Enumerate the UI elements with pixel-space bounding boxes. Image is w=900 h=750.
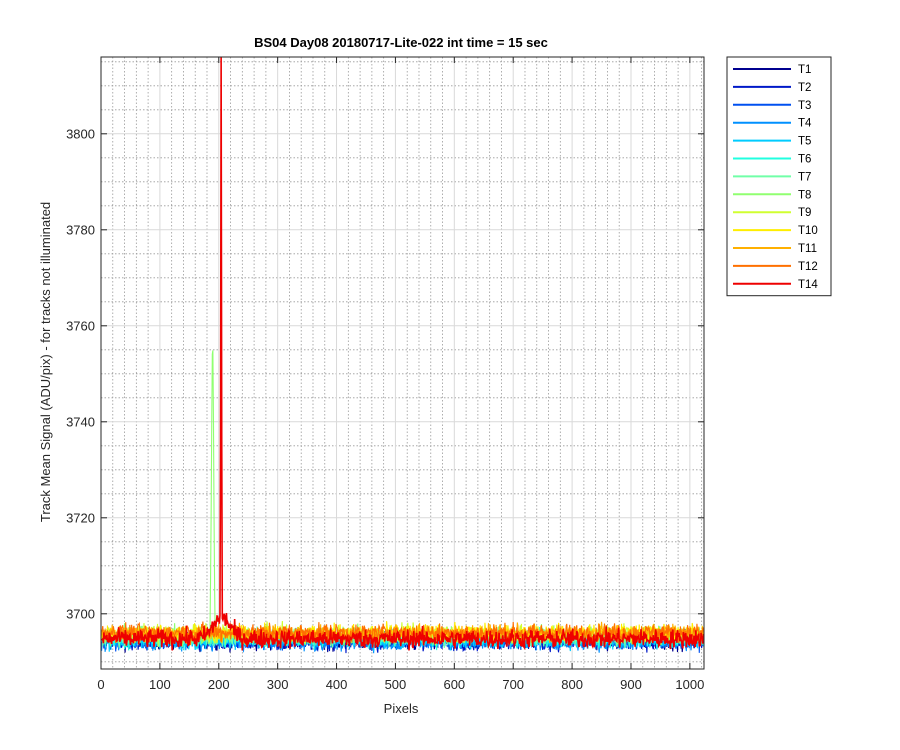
legend-label-t5: T5 (798, 136, 811, 148)
legend-label-t7: T7 (798, 171, 811, 183)
legend: T1 T2 T3 T4 T5 T6 T7 T8 T9 T10 T11 T12 T14 (726, 56, 832, 297)
legend-label-t8: T8 (798, 189, 811, 201)
series-line-t14 (101, 57, 704, 651)
series-line-t8 (101, 350, 704, 648)
x-tick-label: 300 (267, 677, 289, 692)
plot-frame (100, 56, 705, 670)
legend-label-t14: T14 (798, 279, 818, 291)
legend-label-t3: T3 (798, 100, 811, 112)
x-tick-label: 0 (97, 677, 104, 692)
legend-label-t11: T11 (798, 243, 817, 255)
y-tick-label: 3740 (66, 414, 95, 429)
legend-label-t6: T6 (798, 154, 811, 166)
x-tick-label: 800 (561, 677, 583, 692)
y-tick-label: 3720 (66, 510, 95, 525)
y-tick-label: 3700 (66, 606, 95, 621)
x-tick-label: 100 (149, 677, 171, 692)
legend-label-t9: T9 (798, 207, 811, 219)
legend-label-t12: T12 (798, 261, 818, 273)
axes (100, 56, 705, 670)
x-tick-label: 600 (443, 677, 465, 692)
legend-label-t4: T4 (798, 118, 812, 130)
grid (100, 57, 704, 669)
legend-label-t1: T1 (798, 64, 811, 76)
x-tick-label: 200 (208, 677, 230, 692)
x-axis-label: Pixels (384, 701, 419, 716)
y-tick-label: 3800 (66, 126, 95, 141)
y-axis-label: Track Mean Signal (ADU/pix) - for tracks… (38, 202, 53, 522)
legend-label-t2: T2 (798, 82, 811, 94)
x-tick-label: 400 (326, 677, 348, 692)
y-tick-label: 3760 (66, 318, 95, 333)
x-tick-label: 500 (385, 677, 407, 692)
legend-label-t10: T10 (798, 225, 818, 237)
chart-title: BS04 Day08 20180717-Lite-022 int time = … (254, 35, 548, 50)
x-tick-label: 900 (620, 677, 642, 692)
y-tick-label: 3780 (66, 222, 95, 237)
tick-labels: 0 100 200 300 400 500 600 700 800 900 1000 3700 3720… (66, 126, 704, 692)
x-tick-label: 700 (502, 677, 524, 692)
x-tick-label: 1000 (675, 677, 704, 692)
plot-area (101, 57, 704, 654)
